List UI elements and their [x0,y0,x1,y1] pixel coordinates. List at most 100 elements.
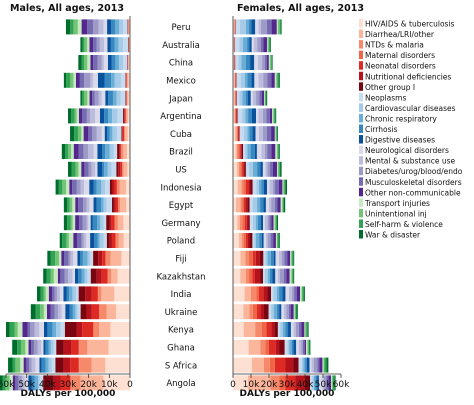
bar-female-us-cirrhosis [257,162,260,177]
bar-male-india-neonatal-disorders [92,286,98,301]
bar-male-egypt-self-harm-violence [67,197,70,212]
bar-female-kenya-diarrhea-lri-other [244,322,256,337]
bar-female-indonesia-neurological-disorders [267,180,269,195]
bar-female-japan-war-disaster [266,91,267,106]
bar-female-kenya-unintentional-inj [305,322,306,337]
bar-male-cuba-cirrhosis [107,126,110,141]
bar-male-poland-neurological-disorders [86,233,90,248]
bar-male-peru-mental-substance-use [99,19,104,34]
bar-female-india-ntds-malaria [251,286,256,301]
legend-label-maternal-disorders: Maternal disorders [365,51,435,60]
bar-male-india-musculoskeletal-disorders [52,286,54,301]
bar-female-cuba-unintentional-inj [276,126,277,141]
bar-female-brazil-neonatal-disorders [240,144,241,159]
bar-female-kazakhstan-hiv-aids-tuberculosis [233,269,240,284]
bar-female-ghana-digestive-diseases [293,340,296,355]
bar-female-fiji-digestive-diseases [274,251,276,266]
bar-female-australia-diabetes-urog-blood-endo [257,37,261,52]
bar-female-s-africa-unintentional-inj [324,358,325,373]
bar-female-cuba-neoplasms [240,126,244,141]
bar-female-s-africa-other-group-i [293,358,299,373]
bar-female-egypt-other-non-communicable [278,197,281,212]
bar-male-argentina-neonatal-disorders [125,108,126,123]
bar-female-kenya-self-harm-violence [306,322,307,337]
bar-female-poland-neurological-disorders [264,233,266,248]
bar-female-kazakhstan-neurological-disorders [275,269,277,284]
bar-male-ukraine-neoplasms [78,304,81,319]
bar-female-indonesia-nutritional-deficiencies [248,180,250,195]
bar-male-india-other-non-communicable [49,286,52,301]
bar-female-poland-self-harm-violence [278,233,279,248]
country-label-fiji: Fiji [175,255,186,265]
bar-male-peru-musculoskeletal-disorders [87,19,93,34]
legend-swatch-mental-substance-use [359,156,363,165]
legend-swatch-transport-injuries [359,198,363,207]
legend-swatch-digestive-diseases [359,135,363,144]
bar-female-us-diabetes-urog-blood-endo [267,162,270,177]
bar-female-us-transport-injuries [277,162,278,177]
bar-female-ukraine-war-disaster [297,304,298,319]
bar-female-peru-diabetes-urog-blood-endo [261,19,267,34]
legend-swatch-ntds-malaria [359,40,363,49]
bar-male-ukraine-cirrhosis [70,304,73,319]
bar-male-s-africa-other-group-i [55,358,63,373]
bar-female-fiji-mental-substance-use [279,251,282,266]
bar-male-germany-self-harm-violence [67,215,71,230]
bar-male-kazakhstan-transport-injuries [54,269,58,284]
bar-male-ukraine-transport-injuries [44,304,47,319]
bar-female-ukraine-diabetes-urog-blood-endo [287,304,289,319]
bar-male-japan-ntds-malaria [127,91,128,106]
bar-female-egypt-cirrhosis [260,197,263,212]
bar-male-us-digestive-diseases [97,162,102,177]
bar-female-s-africa-maternal-disorders [270,358,275,373]
bar-female-fiji-nutritional-deficiencies [256,251,260,266]
bar-male-india-chronic-respiratory [69,286,72,301]
bar-male-germany-neoplasms [104,215,106,230]
bar-male-brazil-neonatal-disorders [120,144,121,159]
bar-female-germany-neonatal-disorders [245,215,247,230]
bar-male-cuba-digestive-diseases [105,126,107,141]
legend-swatch-musculoskeletal-disorders [359,177,363,186]
bar-male-ukraine-ntds-malaria [100,304,107,319]
bar-female-egypt-neonatal-disorders [244,197,246,212]
bar-male-poland-cardiovascular-diseases [100,233,104,248]
legend-swatch-other-group-i [359,82,363,91]
bar-female-egypt-digestive-diseases [263,197,266,212]
bar-male-germany-other-non-communicable [75,215,79,230]
bar-male-kazakhstan-digestive-diseases [75,269,78,284]
bar-female-egypt-other-group-i [247,197,249,212]
bar-male-kazakhstan-other-non-communicable [58,269,61,284]
bar-female-egypt-ntds-malaria [241,197,243,212]
bar-male-japan-digestive-diseases [105,91,108,106]
bar-female-ghana-unintentional-inj [308,340,309,355]
bar-male-us-neoplasms [111,162,116,177]
bar-female-poland-cirrhosis [259,233,262,248]
bar-male-ghana-diarrhea-lri-other [87,340,108,355]
bar-female-brazil-diarrhea-lri-other [236,144,237,159]
bar-male-kazakhstan-nutritional-deficiencies [97,269,102,284]
bar-male-poland-neoplasms [104,233,107,248]
bar-male-australia-digestive-diseases [107,37,110,52]
country-label-australia: Australia [162,41,200,51]
bar-male-indonesia-musculoskeletal-disorders [72,180,77,195]
bar-male-argentina-diabetes-urog-blood-endo [87,108,90,123]
bar-female-mexico-neoplasms [237,73,241,88]
bar-male-cuba-diabetes-urog-blood-endo [92,126,96,141]
bar-female-indonesia-cirrhosis [261,180,263,195]
bar-female-china-diabetes-urog-blood-endo [262,55,265,70]
bar-female-ghana-mental-substance-use [299,340,301,355]
bar-female-ghana-other-group-i [279,340,284,355]
bar-male-s-africa-maternal-disorders [78,358,79,373]
bar-male-cuba-nutritional-deficiencies [122,126,123,141]
bar-male-mexico-chronic-respiratory [111,73,115,88]
bar-male-china-cirrhosis [111,55,115,70]
bar-female-peru-transport-injuries [277,19,278,34]
bar-female-germany-self-harm-violence [276,215,277,230]
bar-male-china-diarrhea-lri-other [128,55,129,70]
bar-female-mexico-self-harm-violence [277,73,278,88]
bar-male-germany-nutritional-deficiencies [109,215,111,230]
bar-male-us-transport-injuries [78,162,81,177]
bar-female-india-transport-injuries [300,286,302,301]
bar-female-china-neurological-disorders [254,55,258,70]
bar-female-s-africa-hiv-aids-tuberculosis [233,358,252,373]
